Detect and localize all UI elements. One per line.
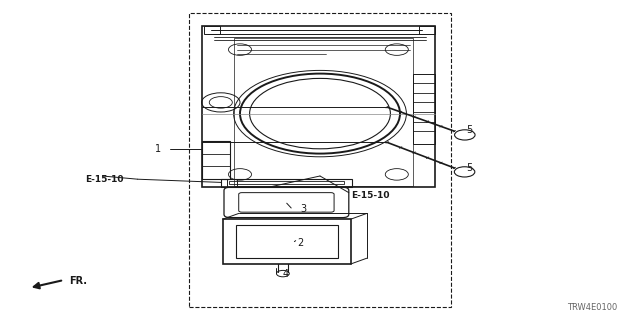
Bar: [204, 26, 220, 34]
Bar: [202, 26, 435, 187]
Text: 5: 5: [466, 124, 472, 135]
Text: TRW4E0100: TRW4E0100: [567, 303, 618, 312]
Bar: [202, 141, 230, 179]
Text: E-15-10: E-15-10: [351, 191, 389, 200]
Text: 1: 1: [155, 144, 161, 154]
Bar: [221, 179, 352, 187]
Text: FR.: FR.: [69, 276, 87, 286]
Text: 4: 4: [283, 269, 289, 279]
Bar: [189, 13, 451, 307]
Text: 5: 5: [466, 163, 472, 173]
Bar: [234, 38, 413, 186]
Text: 2: 2: [298, 237, 304, 248]
Text: E-15-10: E-15-10: [85, 175, 124, 184]
Bar: [229, 181, 344, 184]
Bar: [419, 26, 435, 34]
Text: 3: 3: [301, 204, 307, 214]
Bar: [236, 225, 338, 258]
Bar: [413, 74, 435, 144]
Bar: [223, 219, 351, 264]
